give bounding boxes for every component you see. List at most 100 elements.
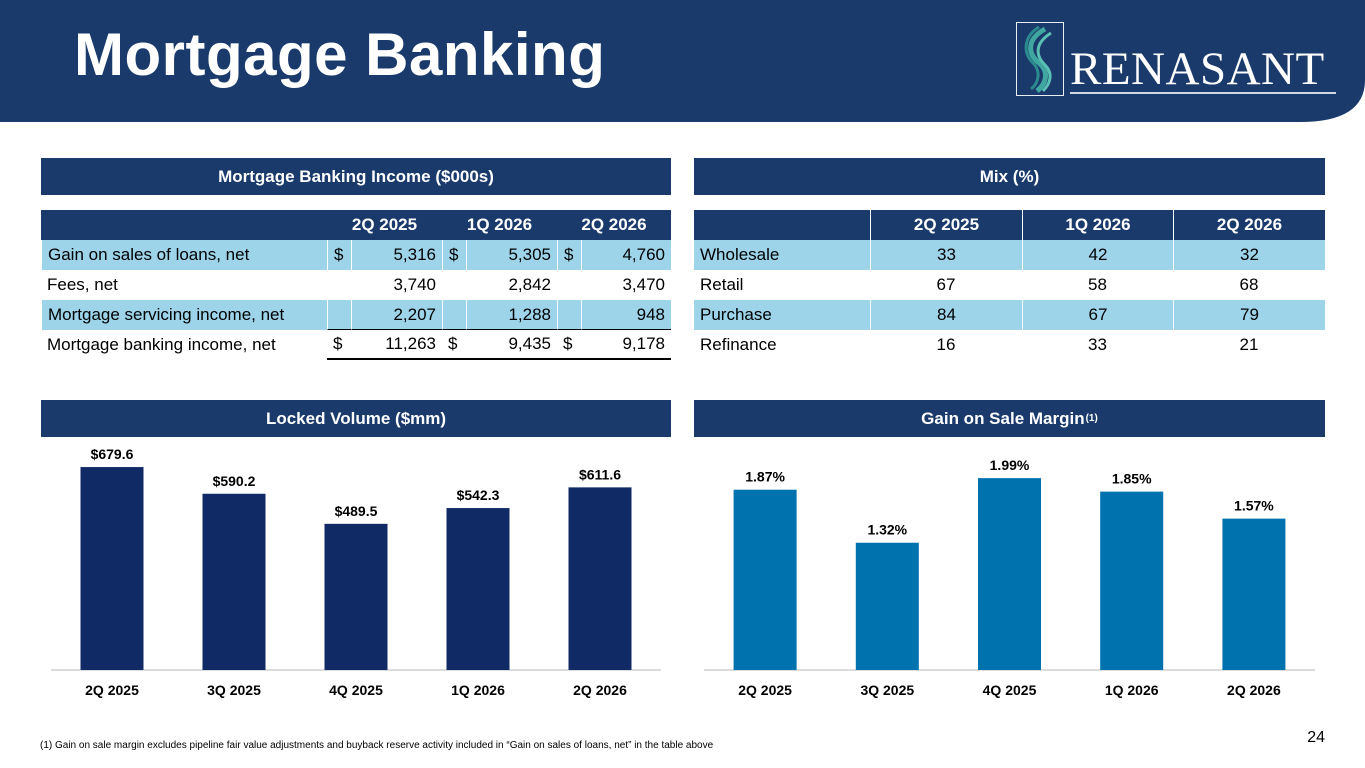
- mix-heading: Mix (%): [694, 158, 1325, 195]
- income-cell: 2,842: [508, 275, 551, 294]
- locked-volume-data-label: $590.2: [213, 473, 256, 489]
- currency-symbol: $: [327, 330, 351, 360]
- page-number: 24: [1307, 729, 1325, 746]
- page-title: Mortgage Banking: [74, 21, 606, 88]
- income-row-total: Mortgage banking income, net $ 11,263 $ …: [41, 330, 671, 360]
- mix-row-label: Retail: [700, 275, 744, 294]
- mix-cell: 67: [936, 275, 956, 294]
- locked-volume-chart: $679.6 2Q 2025 $590.2 3Q 2025 $489.5 4Q 2025 $…: [51, 446, 661, 698]
- income-col-header: 1Q 2026: [442, 210, 557, 240]
- income-cell: 1,288: [466, 300, 557, 330]
- income-heading: Mortgage Banking Income ($000s): [41, 158, 671, 195]
- locked-volume-tick-label: 3Q 2025: [207, 682, 261, 698]
- locked-volume-tick-label: 2Q 2026: [573, 682, 627, 698]
- renasant-logo: RENASANT: [1016, 22, 1338, 96]
- income-table: 2Q 2025 1Q 2026 2Q 2026 Gain on sales of…: [41, 210, 671, 360]
- income-row-servicing: Mortgage servicing income, net 2,207 1,2…: [41, 300, 671, 330]
- locked-volume-tick-label: 1Q 2026: [451, 682, 505, 698]
- income-header-row: 2Q 2025 1Q 2026 2Q 2026: [41, 210, 671, 240]
- mix-col-header: 2Q 2025: [870, 210, 1022, 240]
- logo-underline: [1070, 92, 1336, 94]
- mix-cell: 42: [1022, 240, 1173, 270]
- currency-symbol: $: [442, 240, 466, 270]
- income-cell: 5,305: [466, 240, 557, 270]
- mix-col-header: 1Q 2026: [1022, 210, 1173, 240]
- income-row-label: Fees, net: [47, 275, 118, 294]
- mix-cell: 58: [1088, 275, 1107, 294]
- income-cell: 9,435: [466, 330, 557, 360]
- footnote: (1) Gain on sale margin excludes pipelin…: [40, 740, 714, 751]
- locked-volume-bar: [202, 493, 266, 670]
- gain-margin-footnote-ref: (1): [1085, 413, 1098, 424]
- currency-symbol: $: [442, 330, 466, 360]
- mix-cell: 21: [1239, 335, 1259, 354]
- currency-symbol: [557, 270, 581, 300]
- gain-margin-bar: [733, 489, 797, 670]
- gain-margin-tick-label: 4Q 2025: [983, 682, 1037, 698]
- mix-row-purchase: Purchase 84 67 79: [694, 300, 1325, 330]
- income-cell: 11,263: [351, 330, 442, 360]
- mix-header-blank: [694, 210, 870, 240]
- mix-col-header: 2Q 2026: [1173, 210, 1325, 240]
- mix-cell: 84: [870, 300, 1022, 330]
- mix-cell: 33: [1088, 335, 1107, 354]
- locked-volume-data-label: $611.6: [579, 466, 621, 482]
- income-col-header: 2Q 2026: [557, 210, 671, 240]
- income-cell: 5,316: [351, 240, 442, 270]
- locked-volume-data-label: $489.5: [335, 503, 378, 519]
- mix-cell: 32: [1173, 240, 1325, 270]
- locked-volume-data-label: $679.6: [91, 446, 134, 462]
- income-cell: 3,740: [393, 275, 436, 294]
- mix-row-refinance: Refinance 16 33 21: [694, 330, 1325, 360]
- header-banner: Mortgage Banking RENASANT: [0, 0, 1365, 122]
- gain-margin-tick-label: 2Q 2026: [1227, 682, 1281, 698]
- mix-cell: 67: [1022, 300, 1173, 330]
- locked-volume-bar: [80, 467, 144, 670]
- currency-symbol: $: [557, 240, 581, 270]
- income-cell: 9,178: [581, 330, 671, 360]
- currency-symbol: [327, 300, 351, 330]
- income-col-header: 2Q 2025: [327, 210, 442, 240]
- gain-margin-bar: [1100, 491, 1164, 670]
- gain-margin-data-label: 1.32%: [867, 522, 907, 538]
- currency-symbol: [327, 270, 351, 300]
- currency-symbol: $: [557, 330, 581, 360]
- income-header-blank: [41, 210, 327, 240]
- logo-text: RENASANT: [1070, 43, 1325, 95]
- mix-cell: 16: [936, 335, 956, 354]
- income-cell: 2,207: [351, 300, 442, 330]
- gain-margin-tick-label: 3Q 2025: [860, 682, 914, 698]
- gain-margin-heading-text: Gain on Sale Margin: [921, 408, 1085, 428]
- gain-margin-data-label: 1.57%: [1234, 498, 1274, 514]
- gain-margin-chart: 1.87% 2Q 2025 1.32% 3Q 2025 1.99% 4Q 2025 1.85…: [704, 457, 1315, 698]
- income-cell: 948: [581, 300, 671, 330]
- income-row-fees: Fees, net 3,740 2,842 3,470: [41, 270, 671, 300]
- locked-volume-heading-text: Locked Volume ($mm): [265, 408, 447, 428]
- mix-table: 2Q 2025 1Q 2026 2Q 2026 Wholesale 33 42 …: [694, 210, 1325, 360]
- income-row-label: Mortgage servicing income, net: [41, 300, 327, 330]
- income-heading-text: Mortgage Banking Income ($000s): [218, 166, 494, 186]
- gain-margin-tick-label: 1Q 2026: [1105, 682, 1159, 698]
- mix-cell: 68: [1239, 275, 1259, 294]
- currency-symbol: [442, 270, 466, 300]
- gain-margin-bar: [1222, 518, 1286, 670]
- currency-symbol: $: [327, 240, 351, 270]
- income-cell: 4,760: [581, 240, 671, 270]
- locked-volume-tick-label: 2Q 2025: [85, 682, 139, 698]
- mix-row-retail: Retail 67 58 68: [694, 270, 1325, 300]
- gain-margin-data-label: 1.87%: [745, 469, 785, 485]
- currency-symbol: [557, 300, 581, 330]
- income-cell: 3,470: [622, 275, 665, 294]
- currency-symbol: [442, 300, 466, 330]
- gain-margin-data-label: 1.99%: [990, 457, 1030, 473]
- locked-volume-data-label: $542.3: [457, 487, 500, 503]
- locked-volume-tick-label: 4Q 2025: [329, 682, 383, 698]
- mix-row-label: Wholesale: [694, 240, 870, 270]
- gain-margin-tick-label: 2Q 2025: [738, 682, 792, 698]
- gain-margin-bar: [855, 542, 919, 670]
- gain-margin-bar: [978, 478, 1041, 670]
- header-background: [0, 0, 1365, 122]
- income-row-label: Mortgage banking income, net: [47, 335, 276, 354]
- mix-row-wholesale: Wholesale 33 42 32: [694, 240, 1325, 270]
- locked-volume-bar: [568, 487, 632, 670]
